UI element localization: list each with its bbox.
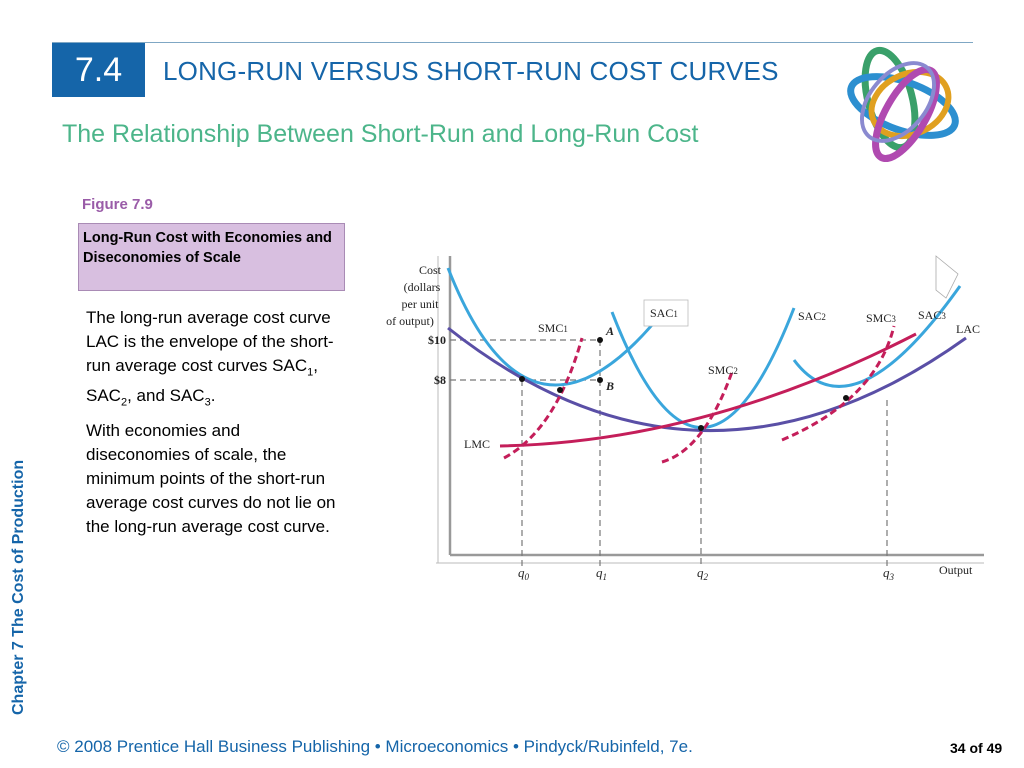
page-number: 34 of 49 — [950, 740, 1003, 756]
point-q0-dot — [519, 376, 525, 382]
sac3-curve — [792, 285, 962, 388]
lac-curve — [447, 326, 967, 433]
body-text: The long-run average cost curve LAC is t… — [86, 306, 344, 543]
point-q2-dot — [698, 425, 704, 431]
cost-curves-chart: Cost (dollars per unit of output) $10 $8… — [386, 255, 984, 582]
section-number-box: 7.4 — [52, 43, 145, 97]
x-tick-q1: q1 — [596, 565, 607, 582]
smc2-curve — [661, 371, 734, 464]
x-tick-q3: q3 — [883, 565, 895, 582]
rings-logo-icon — [847, 46, 959, 162]
point-a-dot — [597, 337, 603, 343]
sac2-label: SAC2 — [798, 309, 826, 323]
point-b-dot — [597, 377, 603, 383]
sac1-label: SAC1 — [650, 306, 678, 320]
point-b-label: B — [605, 379, 614, 393]
chapter-sidebar: Chapter 7 The Cost of Production — [10, 459, 27, 715]
smc2-label: SMC2 — [708, 363, 738, 377]
point-q3-dot — [843, 395, 849, 401]
figure-caption-box: Long-Run Cost with Economies and Disecon… — [78, 223, 345, 291]
lac-label: LAC — [956, 322, 980, 336]
body-paragraph-1: The long-run average cost curve LAC is t… — [86, 308, 334, 409]
footer-text: © 2008 Prentice Hall Business Publishing… — [57, 737, 693, 756]
y-axis-label: Cost (dollars per unit of output) — [386, 263, 442, 328]
section-number: 7.4 — [74, 50, 123, 89]
top-rule — [52, 42, 973, 43]
smc3-label: SMC3 — [866, 311, 896, 325]
sac1-curve — [446, 267, 668, 387]
smc3-curve — [781, 325, 896, 442]
smc1-curve — [503, 337, 584, 460]
x-tick-q2: q2 — [697, 565, 709, 582]
figure-label: Figure 7.9 — [82, 196, 153, 213]
body-paragraph-2: With economies and diseconomies of scale… — [86, 420, 336, 536]
point-smc1-dot — [557, 387, 563, 393]
lmc-curve — [499, 332, 917, 448]
point-a-label: A — [605, 324, 614, 338]
smc1-label: SMC1 — [538, 321, 568, 335]
label-pointer-decoration — [935, 255, 959, 299]
ylabel-line-4: of output) — [386, 314, 434, 328]
figure-caption: Long-Run Cost with Economies and Disecon… — [83, 230, 332, 266]
sac3-label: SAC3 — [918, 308, 946, 322]
y-tick-8: $8 — [434, 373, 446, 387]
lmc-label: LMC — [464, 437, 490, 451]
x-axis-label: Output — [939, 563, 973, 577]
ylabel-line-2: (dollars — [404, 280, 441, 294]
ylabel-line-3: per unit — [402, 297, 440, 311]
sac2-curve — [610, 307, 796, 429]
y-tick-10: $10 — [428, 333, 446, 347]
sac1-label-box — [643, 299, 689, 327]
x-tick-q0: q0 — [518, 565, 530, 582]
page-title: LONG-RUN VERSUS SHORT-RUN COST CURVES — [163, 56, 779, 86]
page-subtitle: The Relationship Between Short-Run and L… — [62, 120, 699, 148]
ylabel-line-1: Cost — [419, 263, 442, 277]
